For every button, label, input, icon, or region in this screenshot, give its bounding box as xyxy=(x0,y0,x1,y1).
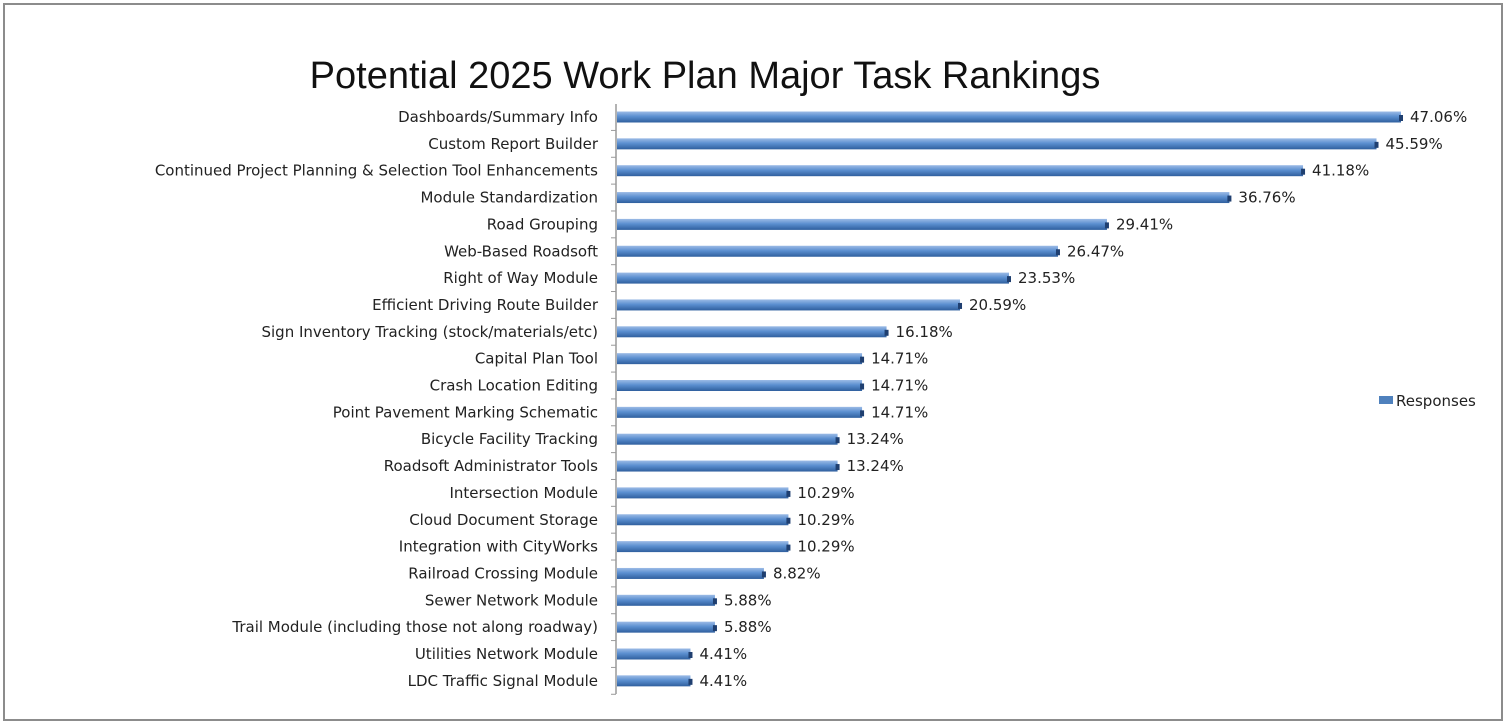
value-label: 4.41% xyxy=(699,645,747,663)
bar xyxy=(617,406,863,418)
bar-end-marker xyxy=(1007,276,1011,283)
category-label: Sign Inventory Tracking (stock/materials… xyxy=(261,323,598,341)
bar xyxy=(617,567,764,579)
category-label: LDC Traffic Signal Module xyxy=(408,672,598,690)
bar xyxy=(617,621,715,633)
value-label: 5.88% xyxy=(724,591,772,609)
bar-end-marker xyxy=(1227,195,1232,202)
value-label: 16.18% xyxy=(896,323,953,341)
bar-end-marker xyxy=(1374,141,1379,148)
bar xyxy=(617,648,691,660)
legend-swatch-responses xyxy=(1379,396,1393,404)
bar-end-marker xyxy=(958,302,963,309)
value-label: 14.71% xyxy=(871,350,928,368)
chart-title: Potential 2025 Work Plan Major Task Rank… xyxy=(310,55,1101,97)
value-label: 41.18% xyxy=(1312,162,1369,180)
bar-end-marker xyxy=(688,678,693,685)
bar-end-marker xyxy=(712,598,717,605)
category-label: Right of Way Module xyxy=(443,269,598,287)
category-label: Integration with CityWorks xyxy=(399,538,598,556)
bar xyxy=(617,514,789,526)
value-label: 13.24% xyxy=(847,457,904,475)
bar-end-marker xyxy=(835,437,840,444)
bar xyxy=(617,245,1058,257)
bar-end-marker xyxy=(860,410,865,417)
bar-end-marker xyxy=(688,652,693,658)
bar xyxy=(617,326,887,338)
bar xyxy=(617,192,1230,204)
category-label: Dashboards/Summary Info xyxy=(398,108,598,126)
bar-end-marker xyxy=(884,329,889,336)
value-label: 14.71% xyxy=(871,377,928,395)
value-label: 5.88% xyxy=(724,618,772,636)
bar-end-marker xyxy=(1055,249,1060,256)
value-label: 10.29% xyxy=(797,484,854,502)
value-label: 29.41% xyxy=(1116,215,1173,233)
bar xyxy=(617,111,1401,123)
bar xyxy=(617,594,715,606)
bar-end-marker xyxy=(786,517,791,524)
bar-end-marker xyxy=(835,464,840,471)
bar xyxy=(617,541,789,553)
bar xyxy=(617,675,691,687)
bar xyxy=(617,138,1377,150)
category-label: Custom Report Builder xyxy=(428,135,599,153)
value-label: 36.76% xyxy=(1238,189,1295,207)
category-label: Continued Project Planning & Selection T… xyxy=(155,162,598,180)
bar xyxy=(617,299,961,311)
value-label: 8.82% xyxy=(773,564,821,582)
category-label: Capital Plan Tool xyxy=(475,350,598,368)
bar-end-marker xyxy=(1399,115,1403,121)
category-label: Web-Based Roadsoft xyxy=(444,242,598,260)
value-label: 20.59% xyxy=(969,296,1026,314)
bar xyxy=(617,380,863,391)
bar-end-marker xyxy=(786,544,791,551)
category-label: Point Pavement Marking Schematic xyxy=(333,403,598,421)
bar xyxy=(617,165,1304,177)
legend: Responses xyxy=(1379,392,1476,410)
bar xyxy=(617,353,863,365)
bar-end-marker xyxy=(1104,222,1109,229)
value-label: 10.29% xyxy=(797,538,854,556)
category-label: Roadsoft Administrator Tools xyxy=(384,457,598,475)
value-label: 47.06% xyxy=(1410,108,1467,126)
category-label: Road Grouping xyxy=(487,215,598,233)
bar xyxy=(617,218,1107,230)
category-label: Utilities Network Module xyxy=(415,645,598,663)
bar-end-marker xyxy=(761,571,766,578)
value-label: 10.29% xyxy=(797,511,854,529)
value-label: 13.24% xyxy=(847,430,904,448)
bar-end-marker xyxy=(860,356,865,363)
bar-end-marker xyxy=(1301,168,1306,175)
bar xyxy=(617,272,1009,284)
value-label: 45.59% xyxy=(1386,135,1443,153)
bar xyxy=(617,460,838,472)
category-label: Efficient Driving Route Builder xyxy=(372,296,599,314)
legend-label-responses: Responses xyxy=(1396,392,1476,410)
bars-layer: Dashboards/Summary Info 47.06% Custom Repo… xyxy=(155,108,1467,695)
bar xyxy=(617,433,838,445)
category-label: Intersection Module xyxy=(449,484,598,502)
value-label: 4.41% xyxy=(699,672,747,690)
category-label: Cloud Document Storage xyxy=(409,511,598,529)
value-label: 23.53% xyxy=(1018,269,1075,287)
category-label: Crash Location Editing xyxy=(430,377,598,395)
category-label: Railroad Crossing Module xyxy=(408,564,598,582)
bar-end-marker xyxy=(860,383,865,390)
bar-end-marker xyxy=(786,490,791,497)
category-label: Bicycle Facility Tracking xyxy=(421,430,598,448)
category-label: Trail Module (including those not along … xyxy=(231,618,598,636)
bar xyxy=(617,487,789,499)
bar-end-marker xyxy=(712,625,717,632)
value-label: 14.71% xyxy=(871,403,928,421)
category-label: Sewer Network Module xyxy=(425,591,598,609)
value-label: 26.47% xyxy=(1067,242,1124,260)
category-label: Module Standardization xyxy=(420,189,598,207)
